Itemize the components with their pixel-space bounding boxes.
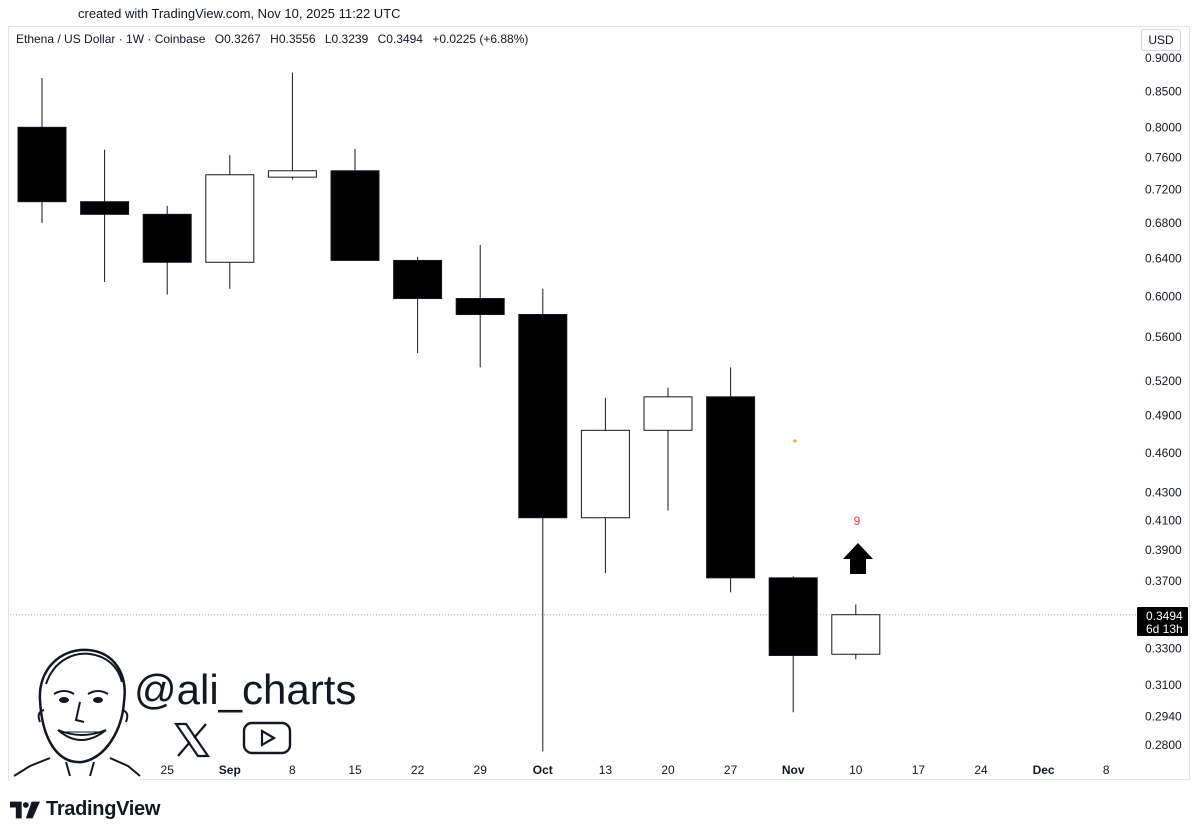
candle-body-up — [580, 429, 630, 519]
tradingview-mark-icon — [10, 801, 40, 818]
price-tick-label: 0.7600 — [1145, 150, 1182, 164]
youtube-logo-icon — [242, 721, 292, 755]
chart-pane[interactable] — [8, 26, 1190, 780]
time-tick-label: 8 — [289, 763, 296, 777]
candle[interactable] — [267, 72, 317, 180]
candle-body-up — [267, 170, 317, 178]
currency-button[interactable]: USD — [1141, 29, 1181, 51]
buy-arrow-icon — [843, 543, 873, 574]
last-price-value: 0.3494 — [1146, 609, 1183, 623]
tradingview-brand-text: TradingView — [46, 798, 161, 820]
candle-body-down — [706, 396, 756, 579]
signal-count-label: 9 — [854, 514, 861, 528]
time-tick-label: 17 — [912, 763, 926, 777]
price-tick-label: 0.4300 — [1145, 486, 1182, 500]
candle[interactable] — [643, 387, 693, 511]
price-tick-label: 0.9000 — [1145, 51, 1182, 65]
time-tick-label: 24 — [974, 763, 988, 777]
time-tick-label: 25 — [161, 763, 175, 777]
candle[interactable] — [17, 77, 67, 223]
candle[interactable] — [205, 155, 255, 289]
price-tick-label: 0.2800 — [1145, 738, 1182, 752]
price-tick-label: 0.3300 — [1145, 641, 1182, 655]
candle-body-down — [518, 313, 568, 519]
candle-body-up — [643, 396, 693, 431]
candle[interactable] — [393, 256, 443, 354]
candle-body-down — [330, 170, 380, 261]
price-tick-label: 0.2940 — [1145, 709, 1182, 723]
price-tick-label: 0.3100 — [1145, 678, 1182, 692]
candle-body-up — [831, 614, 881, 655]
price-tick-label: 0.8500 — [1145, 85, 1182, 99]
candle-body-down — [393, 259, 443, 300]
time-tick-label: Nov — [782, 763, 805, 777]
symbol-description[interactable]: Ethena / US Dollar · 1W · Coinbase — [16, 32, 206, 46]
tradingview-logo[interactable]: TradingView — [10, 798, 160, 821]
price-tick-label: 0.4600 — [1145, 446, 1182, 460]
candle[interactable] — [142, 205, 192, 295]
watermark-handle: @ali_charts — [134, 666, 357, 713]
time-tick-label: 22 — [411, 763, 425, 777]
candles-layer — [17, 72, 881, 752]
last-price-badge: 0.3494 6d 13h — [1137, 607, 1188, 636]
avatar-illustration — [10, 640, 141, 780]
candle[interactable] — [330, 149, 380, 261]
candle[interactable] — [518, 288, 568, 752]
time-tick-label: 15 — [348, 763, 362, 777]
time-tick-label: Sep — [219, 763, 241, 777]
price-tick-label: 0.3700 — [1145, 574, 1182, 588]
price-tick-label: 0.4900 — [1145, 409, 1182, 423]
price-tick-label: 0.4100 — [1145, 514, 1182, 528]
price-tick-label: 0.6400 — [1145, 252, 1182, 266]
candle[interactable] — [706, 367, 756, 593]
price-tick-label: 0.6000 — [1145, 290, 1182, 304]
signal-dot-icon — [793, 439, 797, 443]
candle-body-down — [455, 298, 505, 315]
candle[interactable] — [80, 149, 130, 283]
candle[interactable] — [768, 576, 818, 713]
chart-legend[interactable]: Ethena / US Dollar · 1W · Coinbase O0.32… — [16, 32, 534, 46]
time-tick-label: 20 — [661, 763, 675, 777]
candle-body-down — [768, 577, 818, 657]
price-tick-label: 0.3900 — [1145, 543, 1182, 557]
signal-layer: 9 — [793, 439, 873, 574]
x-logo-icon — [173, 722, 211, 758]
candle-body-down — [80, 201, 130, 215]
change-value: +0.0225 (+6.88%) — [432, 32, 529, 46]
price-tick-label: 0.5600 — [1145, 330, 1182, 344]
price-axis: 0.9000 0.8500 0.8000 0.7600 0.7200 0.6800 0.64… — [1145, 51, 1182, 752]
open-value: O0.3267 — [214, 32, 261, 46]
candle[interactable] — [831, 604, 881, 660]
time-tick-label: 10 — [849, 763, 863, 777]
bar-countdown: 6d 13h — [1146, 622, 1183, 636]
time-tick-label: Dec — [1033, 763, 1055, 777]
time-tick-label: 8 — [1103, 763, 1110, 777]
candle[interactable] — [580, 397, 630, 574]
price-tick-label: 0.8000 — [1145, 120, 1182, 134]
time-tick-label: Oct — [533, 763, 553, 777]
close-value: C0.3494 — [377, 32, 423, 46]
candle-body-down — [142, 213, 192, 263]
time-tick-label: 27 — [724, 763, 738, 777]
candle[interactable] — [455, 244, 505, 368]
time-tick-label: 13 — [599, 763, 613, 777]
candle-body-down — [17, 126, 67, 203]
candle-body-up — [205, 174, 255, 263]
time-tick-label: 29 — [474, 763, 488, 777]
high-value: H0.3556 — [270, 32, 316, 46]
low-value: L0.3239 — [324, 32, 369, 46]
price-tick-label: 0.5200 — [1145, 374, 1182, 388]
created-with-text: created with TradingView.com, Nov 10, 20… — [78, 6, 401, 21]
price-tick-label: 0.7200 — [1145, 182, 1182, 196]
price-tick-label: 0.6800 — [1145, 216, 1182, 230]
